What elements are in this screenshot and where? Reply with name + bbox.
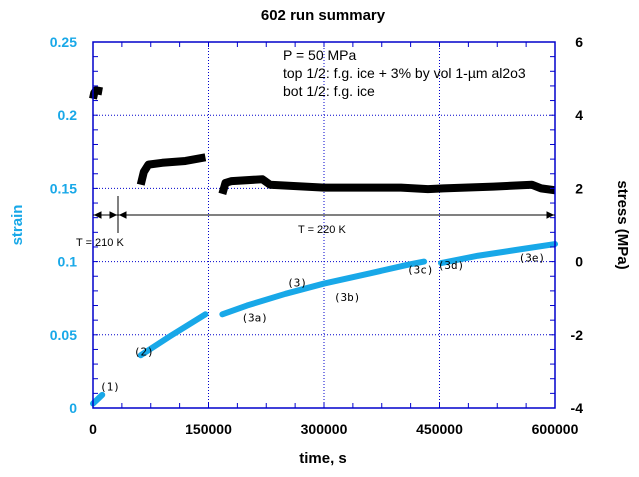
strain-line	[438, 241, 558, 267]
segment-label: (3d)	[438, 259, 465, 272]
strain-line	[90, 391, 106, 407]
chart-title: 602 run summary	[261, 7, 386, 24]
segment-labels: (1) (2) (3a) (3) (3b) (3c) (3d) (3e)	[100, 252, 545, 394]
segment-label: (3e)	[519, 252, 546, 265]
temperature-annotation: T = 210 K T = 220 K	[76, 196, 555, 249]
segment-label: (3a)	[241, 312, 268, 325]
y-left-tick-label: 0.1	[58, 254, 78, 270]
y-left-tick-label: 0.2	[58, 107, 78, 123]
y-left-tick-label: 0.15	[50, 180, 77, 196]
conditions-note: P = 50 MPa top 1/2: f.g. ice + 3% by vol…	[283, 47, 526, 99]
tick-labels: 0 150000 300000 450000 600000 0 -4 0.05 -2 0.1 0 0.…	[50, 34, 583, 437]
y-right-tick-label: 6	[575, 34, 583, 50]
stress-line	[218, 175, 556, 195]
x-tick-label: 600000	[532, 421, 579, 437]
segment-label: (1)	[100, 380, 120, 393]
strain-line	[137, 311, 209, 359]
x-axis-label: time, s	[299, 450, 347, 467]
y-right-tick-label: 2	[575, 180, 583, 196]
temperature-label-220: T = 220 K	[298, 224, 346, 236]
ticks	[93, 42, 555, 408]
y-right-tick-label: -2	[571, 327, 584, 343]
y-axis-left-label: strain	[9, 205, 26, 246]
y-right-tick-label: 4	[575, 107, 583, 123]
segment-label: (3c)	[407, 263, 434, 276]
x-tick-label: 0	[89, 421, 97, 437]
segment-label: (3)	[287, 276, 307, 289]
note-line: top 1/2: f.g. ice + 3% by vol 1-µm al2o3	[283, 65, 526, 81]
y-left-tick-label: 0.25	[50, 34, 77, 50]
strain-line	[219, 258, 428, 318]
note-line: bot 1/2: f.g. ice	[283, 83, 375, 99]
segment-label: (3b)	[334, 291, 361, 304]
segment-label: (2)	[134, 345, 154, 358]
stress-line	[89, 86, 103, 100]
y-right-tick-label: -4	[571, 400, 584, 416]
stress-line	[136, 153, 207, 186]
arrowhead	[93, 211, 555, 219]
note-line: P = 50 MPa	[283, 47, 357, 63]
y-axis-right-label: stress (MPa)	[614, 180, 631, 269]
y-left-tick-label: 0.05	[50, 327, 77, 343]
temperature-label-210: T = 210 K	[76, 237, 124, 249]
x-tick-label: 450000	[416, 421, 463, 437]
series	[89, 86, 558, 407]
x-tick-label: 300000	[301, 421, 348, 437]
y-left-tick-label: 0	[69, 400, 77, 416]
y-right-tick-label: 0	[575, 254, 583, 270]
x-tick-label: 150000	[185, 421, 232, 437]
